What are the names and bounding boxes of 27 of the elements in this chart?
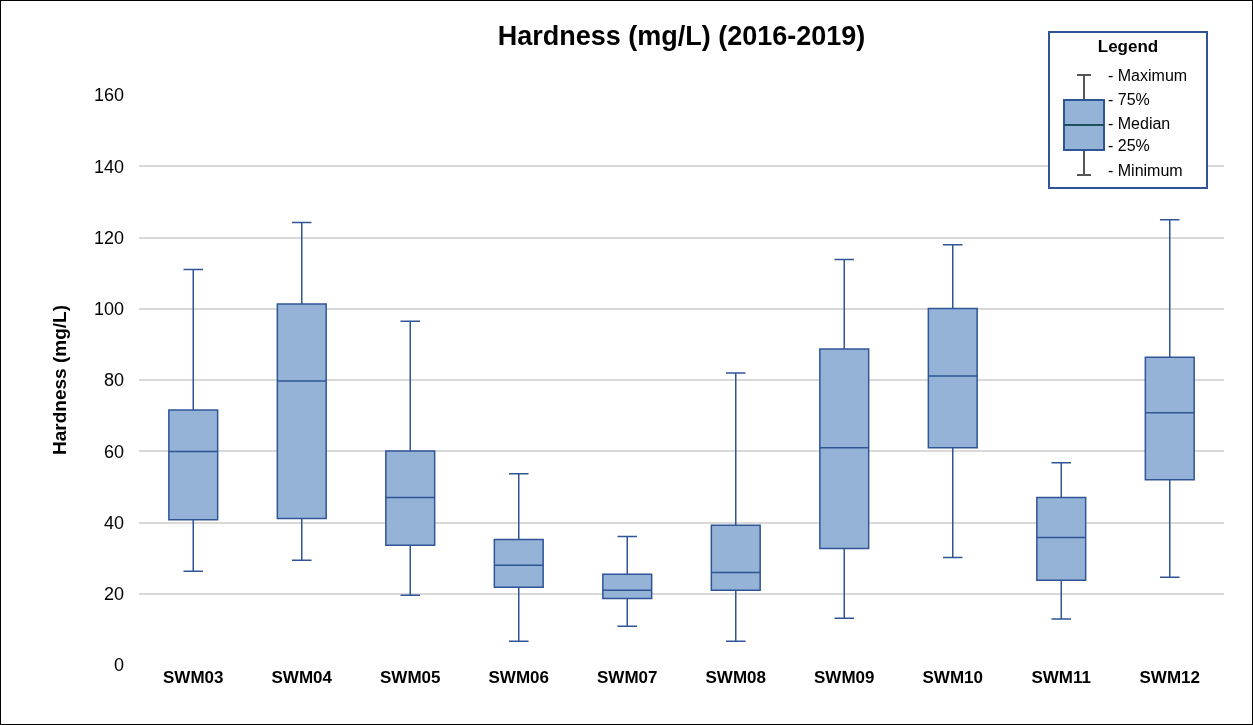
x-tick-label: SWM07 xyxy=(597,668,658,687)
x-tick-label: SWM12 xyxy=(1139,668,1200,687)
y-tick-label: 120 xyxy=(93,227,124,248)
y-tick-label: 80 xyxy=(103,370,124,391)
x-tick-label: SWM10 xyxy=(922,668,983,687)
x-tick-label: SWM03 xyxy=(163,668,224,687)
annotation: - 25% xyxy=(1108,137,1150,155)
annotation: - 75% xyxy=(1108,91,1150,109)
y-tick-label: 20 xyxy=(103,584,124,605)
x-tick-label: SWM09 xyxy=(814,668,875,687)
x-tick-label: SWM05 xyxy=(380,668,441,687)
x-tick-label: SWM11 xyxy=(1031,668,1092,687)
y-tick-label: 100 xyxy=(93,299,124,320)
x-tick-label: SWM04 xyxy=(271,668,333,687)
y-tick-label: 60 xyxy=(103,441,124,462)
text: - Maximum xyxy=(1108,67,1188,84)
y-tick-label: 0 xyxy=(113,655,124,676)
chart-title: Hardness (mg/L) (2016-2019) xyxy=(497,21,866,52)
annotation: - Minimum xyxy=(1108,162,1183,180)
x-tick-label: SWM06 xyxy=(488,668,549,687)
y-tick-label: 40 xyxy=(103,512,124,533)
y-axis-title: Hardness (mg/L) xyxy=(48,305,70,455)
legend-title: Legend xyxy=(1096,37,1160,57)
x-tick-label: SWM08 xyxy=(705,668,766,687)
annotation: - Median xyxy=(1108,115,1171,133)
y-tick-label: 140 xyxy=(93,156,124,177)
y-tick-label: 160 xyxy=(93,85,124,106)
